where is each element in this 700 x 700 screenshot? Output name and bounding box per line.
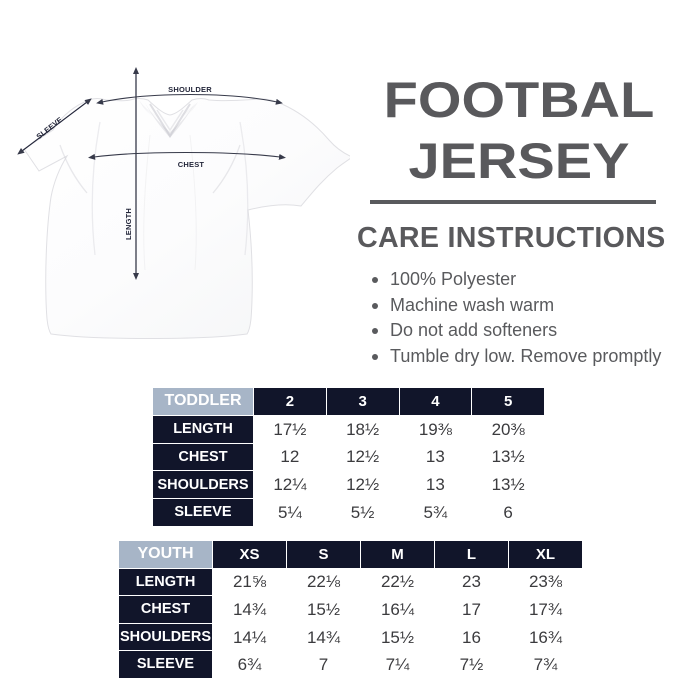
svg-text:CHEST: CHEST [178, 160, 205, 169]
svg-text:LENGTH: LENGTH [124, 208, 133, 240]
svg-text:SHOULDER: SHOULDER [168, 85, 212, 94]
